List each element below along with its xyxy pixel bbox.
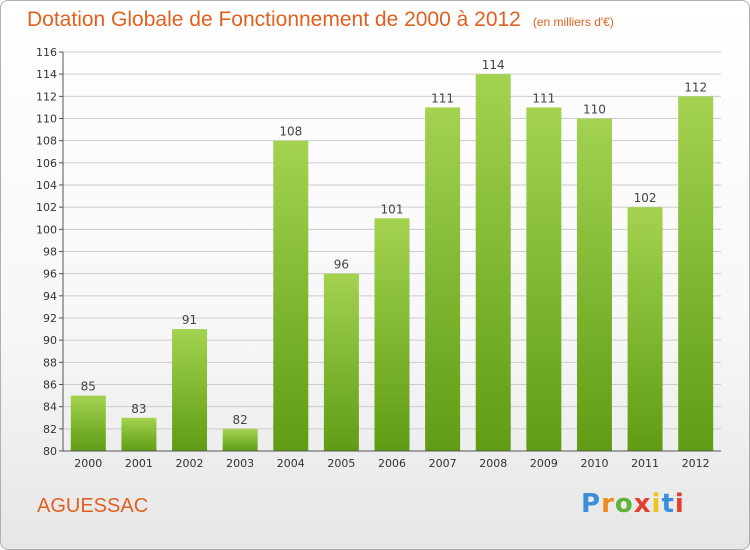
x-tick-label: 2000 xyxy=(74,457,102,470)
data-label: 108 xyxy=(279,125,302,139)
x-axis: 2000 2001 2002 2003 2004 2005 2006 2007 2008 2009… xyxy=(63,450,721,470)
x-tick-label: 2002 xyxy=(176,457,204,470)
logo-letter: x xyxy=(633,489,652,519)
chart-unit: (en milliers d'€) xyxy=(532,15,614,29)
y-axis: 80 82 84 86 88 90 92 94 96 98 100 102 104 106 108 110 11… xyxy=(36,46,64,458)
x-tick-label: 2006 xyxy=(378,457,406,470)
y-tick-label: 84 xyxy=(43,401,57,414)
y-tick-label: 108 xyxy=(36,135,57,148)
y-tick-label: 110 xyxy=(36,113,57,126)
logo-letter: t xyxy=(661,489,675,519)
data-label: 83 xyxy=(131,402,146,416)
data-label: 96 xyxy=(334,258,349,272)
data-label: 91 xyxy=(182,313,197,327)
bars: 85 83 91 82 108 96 101 111 114 111 110 102 112 xyxy=(70,58,714,452)
x-tick-label: 2003 xyxy=(226,457,254,470)
y-tick-label: 106 xyxy=(36,157,57,170)
bar-2000 xyxy=(70,395,106,451)
data-label: 101 xyxy=(381,202,404,216)
y-tick-label: 116 xyxy=(36,46,57,59)
y-tick-label: 90 xyxy=(43,334,57,347)
data-label: 111 xyxy=(431,91,454,105)
y-tick-label: 88 xyxy=(43,356,57,369)
y-tick-label: 80 xyxy=(43,445,57,458)
data-label: 111 xyxy=(532,91,555,105)
commune-name: AGUESSAC xyxy=(37,495,149,517)
logo-letter: P xyxy=(581,489,602,519)
x-tick-label: 2009 xyxy=(530,457,558,470)
bar-2005 xyxy=(323,273,359,451)
data-label: 102 xyxy=(634,191,657,205)
data-label: 112 xyxy=(684,80,707,94)
x-tick-label: 2011 xyxy=(631,457,659,470)
bar-2010 xyxy=(576,118,612,451)
y-tick-label: 112 xyxy=(36,90,57,103)
x-tick-label: 2010 xyxy=(580,457,608,470)
data-label: 82 xyxy=(233,413,248,427)
bar-2011 xyxy=(627,207,663,451)
y-tick-label: 96 xyxy=(43,268,57,281)
logo-letter: i xyxy=(651,489,662,519)
proxiti-logo: Proxiti xyxy=(581,489,685,519)
x-tick-label: 2012 xyxy=(682,457,710,470)
bar-2002 xyxy=(172,329,208,451)
bar-2006 xyxy=(374,218,410,451)
bar-2001 xyxy=(121,417,157,451)
y-tick-label: 100 xyxy=(36,223,57,236)
y-tick-label: 86 xyxy=(43,379,57,392)
y-tick-label: 114 xyxy=(36,68,57,81)
chart-title-text: Dotation Globale de Fonctionnement de 20… xyxy=(27,8,521,31)
x-tick-label: 2007 xyxy=(429,457,457,470)
y-tick-label: 92 xyxy=(43,312,57,325)
logo-letter: i xyxy=(674,489,685,519)
y-tick-label: 94 xyxy=(43,290,57,303)
logo-letter: r xyxy=(601,489,615,519)
y-tick-label: 102 xyxy=(36,201,57,214)
bar-2012 xyxy=(678,96,714,451)
chart-title: Dotation Globale de Fonctionnement de 20… xyxy=(27,8,614,32)
x-tick-label: 2005 xyxy=(327,457,355,470)
bar-2003 xyxy=(222,428,258,451)
logo-letter: o xyxy=(614,489,634,519)
x-tick-label: 2004 xyxy=(277,457,305,470)
y-tick-label: 104 xyxy=(36,179,57,192)
bar-2008 xyxy=(475,74,511,452)
x-tick-label: 2008 xyxy=(479,457,507,470)
data-label: 85 xyxy=(81,380,96,394)
data-label: 114 xyxy=(482,58,505,72)
bar-2009 xyxy=(526,107,562,452)
bar-2004 xyxy=(273,140,309,451)
y-tick-label: 98 xyxy=(43,246,57,259)
data-label: 110 xyxy=(583,103,606,117)
y-tick-label: 82 xyxy=(43,423,57,436)
x-tick-label: 2001 xyxy=(125,457,153,470)
bar-2007 xyxy=(425,107,461,452)
